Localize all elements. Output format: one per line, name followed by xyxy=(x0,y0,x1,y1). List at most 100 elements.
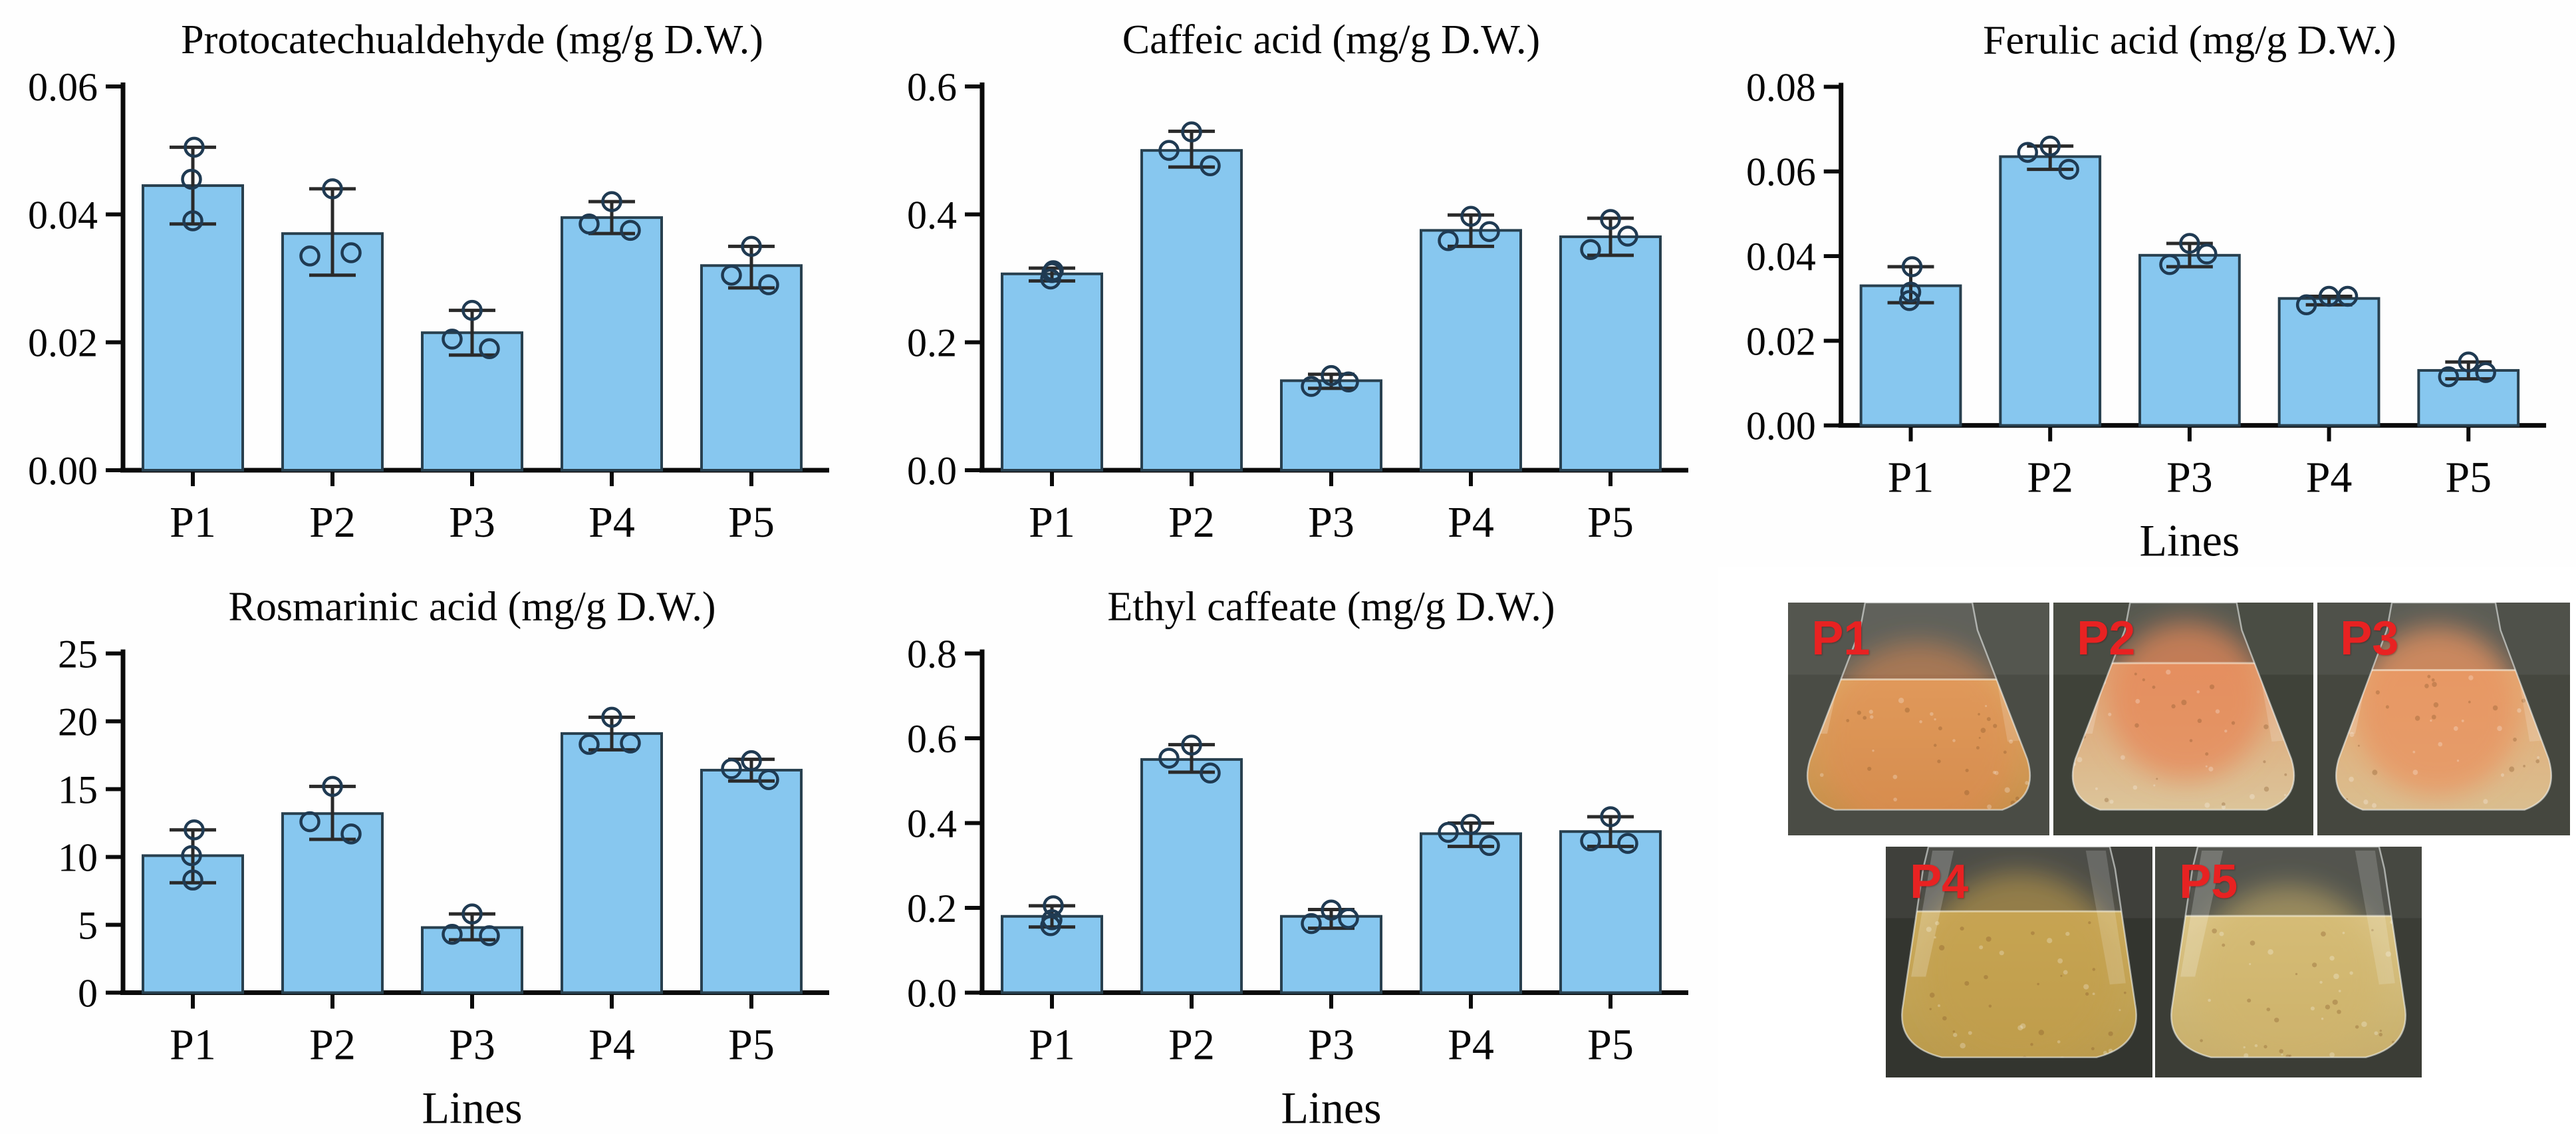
texture-speckle xyxy=(2109,799,2114,804)
bar xyxy=(1559,235,1662,472)
texture-speckle xyxy=(2208,766,2214,772)
texture-speckle xyxy=(2095,787,2098,790)
texture-speckle xyxy=(1985,704,1988,708)
texture-speckle xyxy=(1938,1004,1940,1007)
texture-speckle xyxy=(2517,708,2521,713)
texture-speckle xyxy=(2283,793,2287,796)
bar xyxy=(1859,284,1962,427)
texture-speckle xyxy=(2337,1010,2341,1014)
data-point xyxy=(579,734,600,755)
texture-speckle xyxy=(1934,936,1936,939)
texture-speckle xyxy=(2057,1040,2061,1044)
texture-speckle xyxy=(2431,714,2436,720)
data-point xyxy=(1321,899,1342,921)
texture-speckle xyxy=(2166,669,2171,675)
texture-speckle xyxy=(2197,718,2202,724)
flask-photo-svg xyxy=(2155,847,2422,1077)
y-tick-label: 0.2 xyxy=(907,321,957,365)
data-point xyxy=(758,274,779,295)
flask-photo-svg xyxy=(1886,847,2152,1077)
texture-speckle xyxy=(2250,940,2255,946)
texture-speckle xyxy=(2247,998,2252,1003)
photo-label-p4: P4 xyxy=(1910,855,1969,909)
x-category-label: P3 xyxy=(1308,498,1354,547)
texture-speckle xyxy=(1863,716,1867,720)
texture-speckle xyxy=(2430,719,2432,722)
texture-speckle xyxy=(2030,1043,2033,1046)
texture-speckle xyxy=(2085,992,2089,996)
texture-speckle xyxy=(1978,736,1981,739)
texture-speckle xyxy=(2009,739,2013,744)
texture-speckle xyxy=(2284,773,2287,776)
data-point xyxy=(181,845,202,867)
bar-chart-svg: Ethyl caffeate (mg/g D.W.) 0.0 0.2 0.4 0.6 0.… xyxy=(907,585,1688,1133)
texture-speckle xyxy=(1999,950,2004,956)
texture-speckle xyxy=(2379,1030,2382,1032)
texture-speckle xyxy=(2134,723,2139,728)
data-point xyxy=(1438,821,1459,843)
x-axis-label: Lines xyxy=(422,1083,522,1133)
x-axis-label: Lines xyxy=(2140,515,2240,565)
glass-reflection-left xyxy=(2180,850,2224,977)
texture-speckle xyxy=(1892,774,1898,780)
texture-speckle xyxy=(2521,698,2525,703)
texture-speckle xyxy=(2319,980,2323,984)
x-category-label: P3 xyxy=(2166,454,2213,502)
bar xyxy=(1420,832,1522,994)
texture-speckle xyxy=(1868,710,1873,714)
texture-speckle xyxy=(2189,739,2193,742)
texture-speckle xyxy=(2355,1025,2359,1029)
data-point xyxy=(322,178,343,200)
x-category-label: P4 xyxy=(588,1021,635,1069)
texture-speckle xyxy=(2424,684,2429,688)
texture-speckle xyxy=(1953,1032,1958,1038)
texture-speckle xyxy=(1968,1031,1972,1035)
texture-speckle xyxy=(2004,787,2010,793)
data-point xyxy=(721,264,742,286)
texture-speckle xyxy=(2196,690,2200,694)
data-point xyxy=(1200,762,1221,784)
x-category-label: P5 xyxy=(2445,454,2492,502)
texture-speckle xyxy=(2142,678,2146,682)
texture-speckle xyxy=(2083,984,2089,990)
texture-speckle xyxy=(2281,1054,2283,1056)
x-category-label: P2 xyxy=(1168,1021,1215,1069)
texture-speckle xyxy=(2333,973,2339,980)
data-point xyxy=(1580,830,1601,852)
data-point xyxy=(1460,813,1481,835)
y-tick-label: 0.02 xyxy=(28,321,98,365)
texture-speckle xyxy=(1960,926,1964,931)
y-tick-label: 20 xyxy=(58,700,98,744)
photo-label-p1: P1 xyxy=(1811,611,1870,665)
texture-speckle xyxy=(2338,990,2341,992)
data-point xyxy=(579,213,600,235)
flask-contents xyxy=(1807,606,2030,810)
x-category-label: P5 xyxy=(728,498,775,547)
data-point xyxy=(2337,285,2359,307)
y-tick-label: 0.00 xyxy=(1746,404,1816,448)
data-point xyxy=(1200,155,1221,176)
data-point xyxy=(721,758,742,780)
texture-speckle xyxy=(2222,802,2226,806)
texture-speckle xyxy=(2104,797,2109,803)
photo-flask-p1: P1 xyxy=(1788,603,2049,835)
texture-speckle xyxy=(1965,768,1969,772)
texture-speckle xyxy=(2427,674,2431,678)
flask-outline xyxy=(1901,847,2137,1058)
chart-title: Caffeic acid (mg/g D.W.) xyxy=(1122,17,1540,63)
data-point xyxy=(601,191,622,212)
texture-speckle xyxy=(2181,700,2187,706)
texture-speckle xyxy=(1893,797,1898,802)
photo-flask-p4: P4 xyxy=(1886,847,2152,1077)
texture-speckle xyxy=(1898,697,1904,704)
data-point xyxy=(1901,256,1923,277)
data-point xyxy=(299,245,321,267)
texture-speckle xyxy=(2321,1018,2324,1020)
texture-speckle xyxy=(1938,726,1942,731)
texture-speckle xyxy=(2091,1047,2095,1051)
data-point xyxy=(758,769,779,790)
x-category-label: P2 xyxy=(1168,498,1215,547)
texture-speckle xyxy=(2152,685,2156,689)
texture-speckle xyxy=(2231,721,2236,725)
glass-reflection-left xyxy=(1911,850,1954,977)
